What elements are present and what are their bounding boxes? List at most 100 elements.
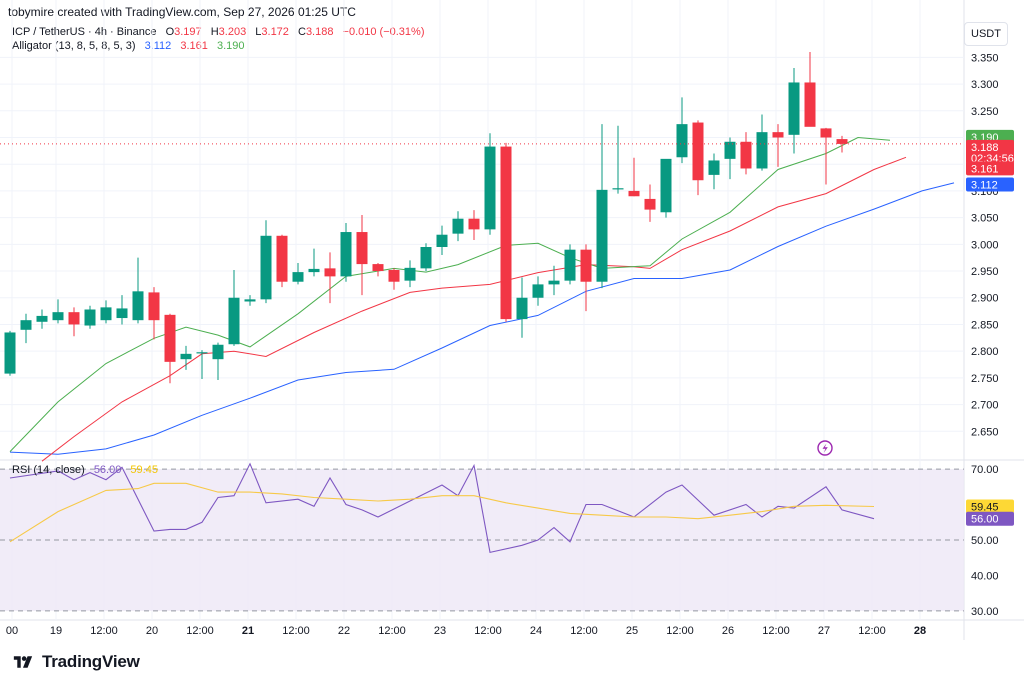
candle-body	[692, 122, 704, 181]
currency-button[interactable]: USDT	[964, 22, 1008, 46]
candle-body	[452, 218, 464, 234]
attribution-text: tobymire created with TradingView.com, S…	[8, 5, 356, 19]
candle-body	[100, 307, 112, 321]
candle-body	[612, 188, 624, 190]
change-value: −0.010 (−0.31%)	[342, 26, 425, 38]
low-label: L	[255, 26, 262, 38]
time-tick-label: 22	[338, 625, 350, 637]
last-price-tag-text: 3.188	[971, 142, 999, 154]
candle-body	[228, 297, 240, 345]
time-tick-label: 20	[146, 625, 158, 637]
time-tick-label: 27	[818, 625, 830, 637]
candle-body	[484, 146, 496, 230]
alert-icon[interactable]	[817, 440, 833, 456]
close-label: C	[297, 26, 306, 38]
candle-body	[308, 268, 320, 273]
candle-body	[164, 314, 176, 362]
candle-body	[244, 299, 256, 302]
candle-body	[596, 189, 608, 282]
time-tick-label: 23	[434, 625, 446, 637]
candle-body	[468, 218, 480, 230]
candle-body	[772, 132, 784, 138]
time-tick-label: 12:00	[858, 625, 886, 637]
time-tick-label: 12:00	[186, 625, 214, 637]
tradingview-wordmark: TradingView	[42, 652, 140, 671]
symbol-name[interactable]: ICP / TetherUS · 4h · Binance	[12, 26, 157, 38]
candle-body	[4, 332, 16, 374]
teeth-price-tag-text: 3.161	[971, 163, 999, 175]
candle-body	[500, 146, 512, 320]
jaw-price-tag	[966, 177, 1014, 192]
alligator-jaw-line	[9, 182, 955, 455]
time-tick-label: 12:00	[282, 625, 310, 637]
alligator-label[interactable]: Alligator (13, 8, 5, 8, 5, 3)	[12, 40, 136, 52]
candle-body	[180, 353, 192, 360]
candle-body	[788, 82, 800, 135]
candle-body	[292, 272, 304, 282]
candle-body	[148, 292, 160, 321]
candle-body	[356, 232, 368, 265]
candle-body	[340, 232, 352, 277]
candle-body	[196, 352, 208, 354]
tradingview-logo-icon	[13, 656, 33, 668]
candle-body	[740, 141, 752, 169]
tradingview-logo[interactable]: TradingView	[10, 650, 140, 674]
candle-body	[372, 264, 384, 272]
rsi-tick-label: 50.00	[971, 535, 999, 547]
jaw-price-tag-text: 3.112	[971, 180, 998, 192]
open-label: O	[165, 26, 175, 38]
rsi-value-tag	[966, 511, 1014, 526]
rsi-ma-tag	[966, 499, 1014, 514]
time-tick-label: 12:00	[90, 625, 118, 637]
candle-body	[276, 235, 288, 282]
time-tick-label: 28	[914, 625, 926, 637]
alligator-jaw-value: 3.112	[144, 40, 172, 52]
candle-body	[660, 158, 672, 213]
rsi-value: 56.00	[93, 464, 122, 476]
candle-body	[836, 139, 848, 144]
open-value: 3.197	[174, 26, 202, 38]
time-tick-label: 25	[626, 625, 638, 637]
candle-body	[212, 344, 224, 360]
rsi-pane-background	[0, 468, 964, 612]
candle-body	[52, 312, 64, 321]
rsi-ma-value: 59.45	[130, 464, 158, 476]
price-tick-label: 3.050	[971, 213, 999, 225]
rsi-ma-line	[9, 482, 875, 543]
candle-body	[68, 312, 80, 325]
time-tick-label: 12:00	[762, 625, 790, 637]
alligator-legend: Alligator (13, 8, 5, 8, 5, 3) 3.112 3.16…	[12, 40, 244, 52]
price-tick-label: 3.350	[971, 52, 999, 64]
rsi-label[interactable]: RSI (14, close)	[12, 464, 85, 476]
candle-body	[628, 190, 640, 197]
price-tick-label: 3.000	[971, 239, 999, 251]
price-tick-label: 2.950	[971, 266, 999, 278]
price-tick-label: 2.800	[971, 346, 999, 358]
time-tick-label: 12:00	[666, 625, 694, 637]
price-tick-label: 2.850	[971, 319, 999, 331]
time-tick-label: 12:00	[570, 625, 598, 637]
time-tick-label: 12:00	[378, 625, 406, 637]
candle-body	[676, 124, 688, 158]
price-tick-label: 2.900	[971, 293, 999, 305]
candle-body	[436, 234, 448, 247]
rsi-tick-label: 40.00	[971, 570, 999, 582]
candle-body	[708, 160, 720, 175]
candle-body	[404, 267, 416, 281]
candle-body	[388, 269, 400, 282]
alligator-teeth-value: 3.161	[180, 40, 208, 52]
time-tick-label: 21	[242, 625, 254, 637]
candle-body	[804, 82, 816, 127]
rsi-legend: RSI (14, close) 56.00 59.45	[12, 464, 158, 476]
candle-body	[116, 308, 128, 319]
candle-body	[532, 284, 544, 298]
candle-body	[420, 247, 432, 269]
rsi-tick-label: 30.00	[971, 606, 999, 618]
last-price-tag	[966, 139, 1014, 164]
teeth-price-tag	[966, 161, 1014, 176]
rsi-ma-tag-text: 59.45	[971, 501, 999, 513]
alligator-lips-value: 3.190	[216, 40, 245, 52]
candle-body	[756, 132, 768, 169]
